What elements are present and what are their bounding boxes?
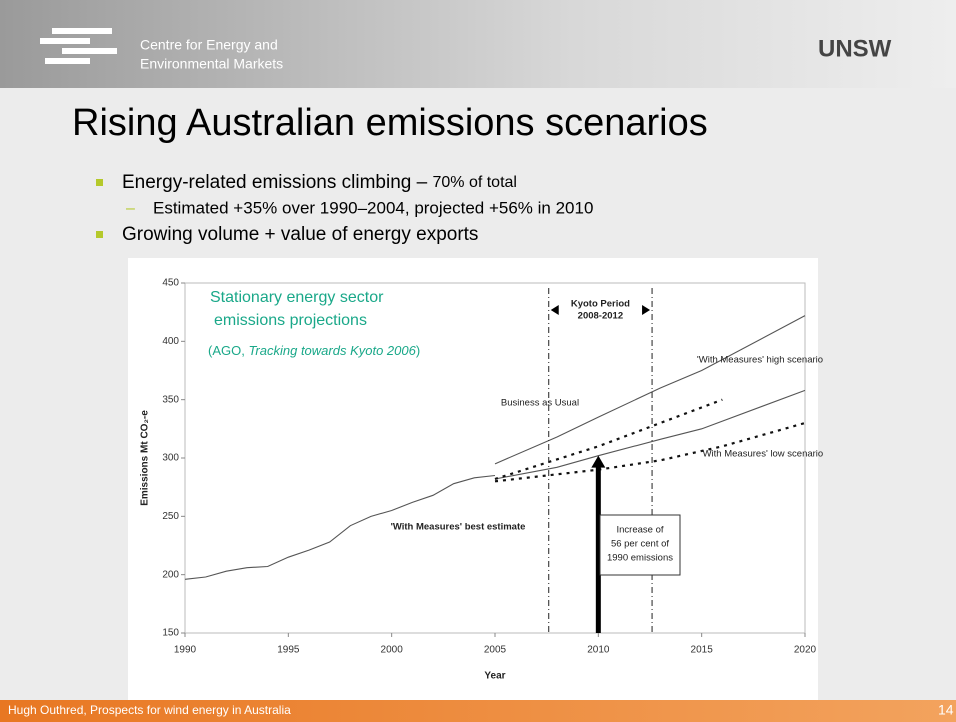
chart-source: (AGO, Tracking towards Kyoto 2006) bbox=[208, 343, 420, 358]
y-axis-label: Emissions Mt CO₂-e bbox=[140, 410, 151, 506]
x-tick-label: 2020 bbox=[794, 645, 817, 656]
y-tick-label: 200 bbox=[162, 569, 179, 580]
increase-arrowhead bbox=[591, 455, 606, 468]
bullet-marker bbox=[96, 179, 103, 186]
cem-logo bbox=[40, 28, 117, 64]
series-line bbox=[494, 315, 806, 465]
x-axis-label: Year bbox=[484, 671, 505, 682]
y-tick-label: 350 bbox=[162, 394, 179, 405]
org-line: Centre for Energy and bbox=[140, 37, 278, 53]
increase-text: 56 per cent of bbox=[611, 539, 669, 550]
y-tick-label: 450 bbox=[162, 278, 179, 289]
y-tick-label: 250 bbox=[162, 511, 179, 522]
x-tick-label: 2005 bbox=[484, 645, 507, 656]
page-number: 14 bbox=[938, 702, 954, 718]
y-tick-label: 400 bbox=[162, 336, 179, 347]
bullet: Energy-related emissions climbing – 70% … bbox=[122, 172, 517, 193]
kyoto-label: Kyoto Period bbox=[571, 299, 630, 310]
kyoto-label: 2008-2012 bbox=[578, 311, 623, 322]
sub-bullet: Estimated +35% over 1990–2004, projected… bbox=[153, 198, 593, 217]
bullet-marker bbox=[96, 231, 103, 238]
x-tick-label: 1990 bbox=[174, 645, 197, 656]
series-line bbox=[494, 389, 806, 480]
y-tick-label: 150 bbox=[162, 628, 179, 639]
header-band bbox=[0, 0, 956, 88]
x-tick-label: 2000 bbox=[381, 645, 404, 656]
series-label: 'With Measures' best estimate bbox=[391, 522, 526, 533]
footer-text: Hugh Outhred, Prospects for wind energy … bbox=[8, 703, 291, 717]
chart-title: emissions projections bbox=[214, 312, 367, 329]
series-label: Business as Usual bbox=[501, 398, 579, 409]
x-tick-label: 2010 bbox=[587, 645, 610, 656]
series-line bbox=[184, 474, 496, 580]
org-line: Environmental Markets bbox=[140, 56, 283, 72]
increase-text: 1990 emissions bbox=[607, 553, 673, 564]
bullet: Growing volume + value of energy exports bbox=[122, 224, 478, 245]
x-tick-label: 2015 bbox=[691, 645, 714, 656]
x-tick-label: 1995 bbox=[277, 645, 300, 656]
unsw-logo: UNSW bbox=[818, 35, 892, 62]
footer-band bbox=[0, 700, 956, 722]
chart-title: Stationary energy sector bbox=[210, 289, 384, 306]
chart-area bbox=[128, 258, 818, 700]
series-line bbox=[494, 421, 806, 483]
increase-box bbox=[599, 514, 681, 576]
y-tick-label: 300 bbox=[162, 453, 179, 464]
slide-title: Rising Australian emissions scenarios bbox=[72, 102, 708, 144]
sub-bullet-marker: – bbox=[126, 200, 135, 217]
series-label: 'With Measures' high scenario bbox=[697, 355, 823, 366]
series-label: 'With Measures' low scenario bbox=[701, 449, 823, 460]
increase-text: Increase of bbox=[617, 525, 664, 536]
